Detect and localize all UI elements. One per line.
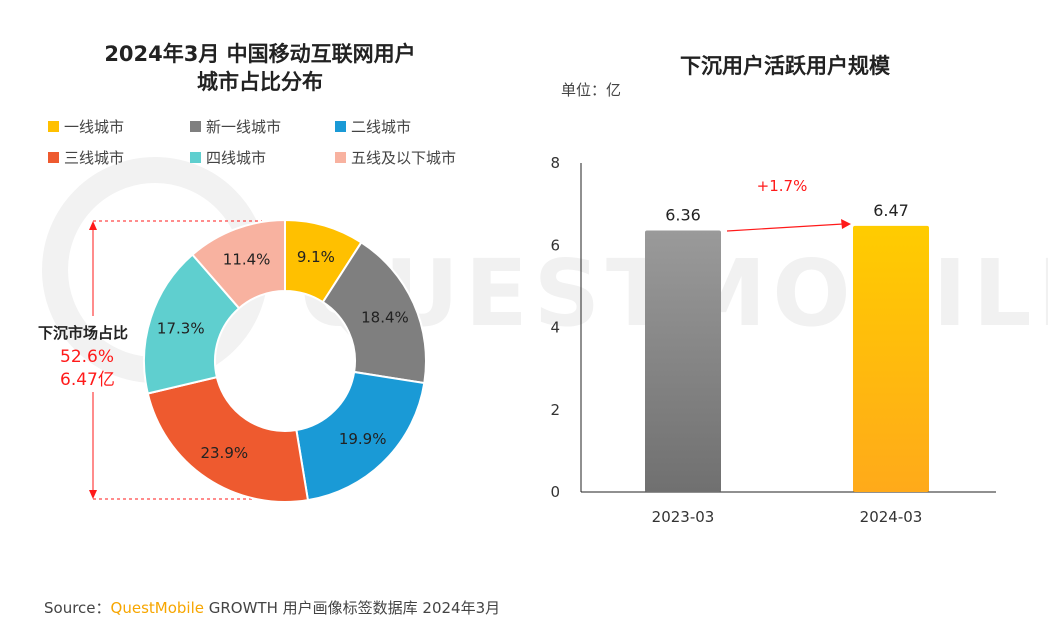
- legend-swatch: [335, 121, 346, 132]
- donut-slice-label: 19.9%: [339, 430, 387, 448]
- bar-chart-unit: 单位：亿: [561, 81, 622, 99]
- donut-slice-labels: 9.1% 18.4% 19.9% 23.9% 17.3% 11.4%: [157, 248, 409, 462]
- bar-value-label: 6.36: [665, 205, 701, 224]
- x-axis-labels: 2023-03 2024-03: [652, 508, 923, 526]
- donut-slice: [295, 370, 426, 502]
- bar: [645, 230, 721, 492]
- y-tick-label: 0: [550, 483, 560, 501]
- pie-title-line2: 城市占比分布: [197, 70, 323, 94]
- legend-label: 四线城市: [206, 149, 267, 167]
- legend-item-tier3: 三线城市: [48, 147, 124, 168]
- legend-label: 新一线城市: [206, 118, 282, 136]
- sinking-market-label: 下沉市场占比: [38, 324, 129, 342]
- legend-item-new-tier1: 新一线城市: [190, 116, 281, 137]
- pie-title-line1: 2024年3月 中国移动互联网用户: [104, 42, 416, 66]
- bar-value-label: 6.47: [873, 201, 909, 220]
- y-tick-label: 4: [550, 319, 560, 337]
- donut-slice: [143, 253, 241, 395]
- donut-slices: [143, 218, 427, 503]
- donut-slice-label: 18.4%: [361, 308, 409, 326]
- legend-swatch: [48, 121, 59, 132]
- donut-slice-label: 17.3%: [157, 319, 205, 337]
- source-brand: QuestMobile: [110, 599, 204, 617]
- legend-swatch: [335, 152, 346, 163]
- legend-label: 一线城市: [64, 118, 125, 136]
- source-suffix: GROWTH 用户画像标签数据库 2024年3月: [203, 599, 501, 617]
- growth-arrow-line: [726, 223, 844, 232]
- x-tick-label: 2024-03: [860, 508, 923, 526]
- bar-marks: 6.36 6.47: [645, 201, 929, 492]
- legend-swatch: [190, 152, 201, 163]
- growth-label: +1.7%: [757, 177, 808, 195]
- legend-swatch: [190, 121, 201, 132]
- legend-item-tier5-below: 五线及以下城市: [335, 147, 456, 168]
- legend-item-tier2: 二线城市: [335, 116, 411, 137]
- source-footer: Source：QuestMobile GROWTH 用户画像标签数据库 2024…: [44, 597, 500, 618]
- donut-slice: [191, 218, 286, 310]
- legend-label: 三线城市: [64, 149, 125, 167]
- donut-slice-label: 9.1%: [297, 248, 335, 266]
- bar: [853, 225, 929, 492]
- donut-chart: 9.1% 18.4% 19.9% 23.9% 17.3% 11.4%: [89, 218, 427, 503]
- legend-label: 五线及以下城市: [351, 149, 457, 167]
- bracket-arrow-down-head: [89, 490, 97, 499]
- y-tick-label: 2: [550, 401, 560, 419]
- donut-slice: [146, 375, 310, 503]
- y-tick-label: 8: [550, 154, 560, 172]
- growth-arrow-head: [841, 219, 851, 229]
- donut-slice-label: 23.9%: [200, 444, 248, 462]
- x-tick-label: 2023-03: [652, 508, 715, 526]
- legend-swatch: [48, 152, 59, 163]
- sinking-market-share: 52.6%: [60, 347, 115, 367]
- y-axis-ticks: 0 2 4 6 8: [550, 154, 560, 501]
- legend-item-tier4: 四线城市: [190, 147, 266, 168]
- bar-chart-title: 下沉用户活跃用户规模: [680, 54, 890, 78]
- y-tick-label: 6: [550, 236, 560, 254]
- pie-chart-title: 2024年3月 中国移动互联网用户 城市占比分布: [60, 40, 460, 96]
- source-prefix: Source：: [44, 599, 111, 617]
- donut-slice: [321, 241, 427, 385]
- bracket-arrow-up-head: [89, 221, 97, 230]
- legend-item-tier1: 一线城市: [48, 116, 124, 137]
- sinking-market-users: 6.47亿: [60, 370, 115, 390]
- bar-chart: 0 2 4 6 8 6.36 6.47 2023-03 2024-03 +1.7%: [550, 154, 996, 526]
- legend-label: 二线城市: [351, 118, 412, 136]
- donut-slice-label: 11.4%: [223, 250, 271, 268]
